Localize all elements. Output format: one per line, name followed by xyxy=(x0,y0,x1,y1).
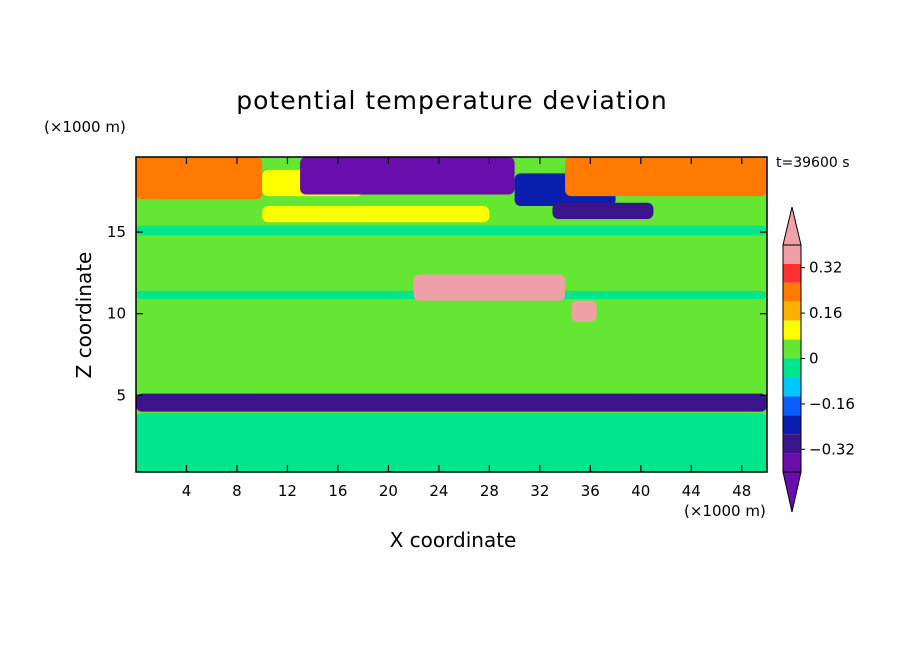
plot-frame xyxy=(135,156,768,473)
colorbar-band xyxy=(783,415,801,435)
field-region xyxy=(136,157,263,200)
field-region xyxy=(136,393,767,412)
x-tick: 32 xyxy=(530,157,549,500)
field-region xyxy=(300,157,515,195)
colorbar-band xyxy=(783,453,801,472)
x-tick: 20 xyxy=(379,157,398,500)
colorbar: 0.32 0.16 0 −0.16 −0.32 xyxy=(782,206,855,513)
y-tick: 15 xyxy=(107,223,767,241)
field-region xyxy=(262,205,490,223)
colorbar-tick: −0.32 xyxy=(801,440,855,458)
y-tick: 5 xyxy=(116,386,767,404)
field-region xyxy=(413,274,566,301)
x-tick-label: 12 xyxy=(278,482,297,500)
field-region xyxy=(136,240,767,272)
x-tick: 28 xyxy=(480,157,499,500)
colorbar-tick-label: −0.16 xyxy=(809,395,855,413)
colorbar-over-triangle xyxy=(782,206,802,246)
x-tick-label: 16 xyxy=(328,482,347,500)
x-tick-label: 48 xyxy=(732,482,751,500)
x-tick-label: 28 xyxy=(480,482,499,500)
x-tick: 40 xyxy=(631,157,650,500)
x-axis-unit-label: (×1000 m) xyxy=(684,502,766,520)
colorbar-band xyxy=(783,320,801,340)
y-tick: 10 xyxy=(107,305,767,323)
y-axis-unit-label: (×1000 m) xyxy=(44,118,126,136)
colorbar-band xyxy=(783,339,801,359)
x-tick-label: 4 xyxy=(182,482,192,500)
x-axis-label: X coordinate xyxy=(0,528,904,552)
x-tick: 12 xyxy=(278,157,297,500)
x-tick-label: 20 xyxy=(379,482,398,500)
colorbar-under-triangle xyxy=(782,471,802,513)
plot-area xyxy=(136,157,767,472)
colorbar-tick-label: 0 xyxy=(809,350,819,368)
colorbar-band xyxy=(783,396,801,416)
x-tick-label: 24 xyxy=(429,482,448,500)
x-tick: 4 xyxy=(182,157,192,500)
colorbar-tick: 0.32 xyxy=(801,259,842,277)
colorbar-tick-label: 0.32 xyxy=(809,259,842,277)
y-tick-label: 15 xyxy=(107,223,126,241)
field-region xyxy=(565,157,767,197)
colorbar-band xyxy=(783,377,801,397)
colorbar-tick: 0.16 xyxy=(801,304,842,322)
colorbar-band xyxy=(783,263,801,283)
colorbar-band xyxy=(783,282,801,302)
x-tick-label: 44 xyxy=(682,482,701,500)
x-tick: 36 xyxy=(581,157,600,500)
colorbar-band xyxy=(783,358,801,378)
time-label: t=39600 s xyxy=(776,155,850,171)
x-tick: 24 xyxy=(429,157,448,500)
colorbar-band xyxy=(783,434,801,454)
x-tick: 8 xyxy=(232,157,242,500)
x-tick: 16 xyxy=(328,157,347,500)
x-tick: 48 xyxy=(732,157,751,500)
x-tick-label: 32 xyxy=(530,482,549,500)
colorbar-tick-label: 0.16 xyxy=(809,304,842,322)
field-region xyxy=(136,413,767,472)
colorbar-tick: 0 xyxy=(801,350,819,368)
colorbar-tick: −0.16 xyxy=(801,395,855,413)
y-tick-label: 10 xyxy=(107,305,126,323)
chart-title: potential temperature deviation xyxy=(236,86,668,115)
y-tick-label: 5 xyxy=(116,386,126,404)
x-tick-label: 36 xyxy=(581,482,600,500)
colorbar-band xyxy=(783,301,801,321)
x-axis-label-text: X coordinate xyxy=(389,528,517,552)
colorbar-tick-label: −0.32 xyxy=(809,440,855,458)
field-region xyxy=(136,380,767,393)
colorbar-band xyxy=(783,245,801,264)
field-region xyxy=(552,202,654,220)
x-tick-label: 40 xyxy=(631,482,650,500)
field-region xyxy=(136,225,767,236)
field-region xyxy=(571,300,597,322)
x-tick: 44 xyxy=(682,157,701,500)
x-tick-label: 8 xyxy=(232,482,242,500)
